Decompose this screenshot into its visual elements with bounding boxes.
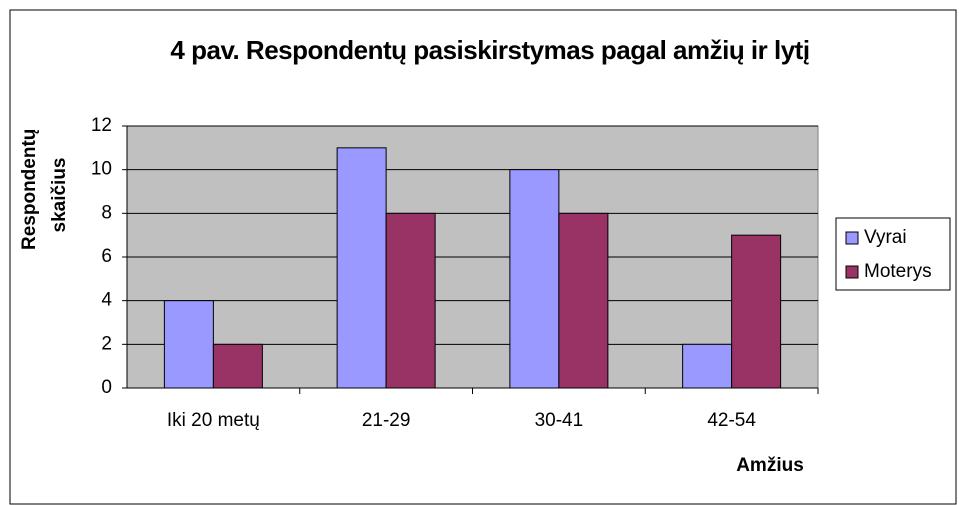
y-tick-label: 10 [91,159,112,180]
y-tick-label: 2 [101,333,112,354]
legend-swatch [845,231,859,245]
bar [212,343,263,389]
y-tick-label: 12 [91,115,112,136]
y-tick-label: 6 [101,246,112,267]
bar [558,212,609,389]
bar [682,343,733,389]
legend-label: Moterys [864,261,932,282]
bar [336,147,387,389]
bar [731,234,782,389]
x-tick-label: 21-29 [362,410,411,431]
bar [385,212,436,389]
legend-label: Vyrai [864,227,907,248]
legend-swatch [845,265,859,279]
chart-title: 4 pav. Respondentų pasiskirstymas pagal … [170,35,810,65]
y-tick-label: 4 [101,290,112,311]
x-tick-label: Iki 20 metų [167,410,260,431]
y-tick-label: 8 [101,202,112,223]
x-axis-label: Amžius [736,455,804,476]
x-tick-label: 42-54 [707,410,756,431]
bar [163,300,214,389]
x-tick-label: 30-41 [535,410,584,431]
y-axis-label: Respondentų skaičius [19,128,70,250]
bar [509,169,560,389]
y-tick-label: 0 [101,377,112,398]
